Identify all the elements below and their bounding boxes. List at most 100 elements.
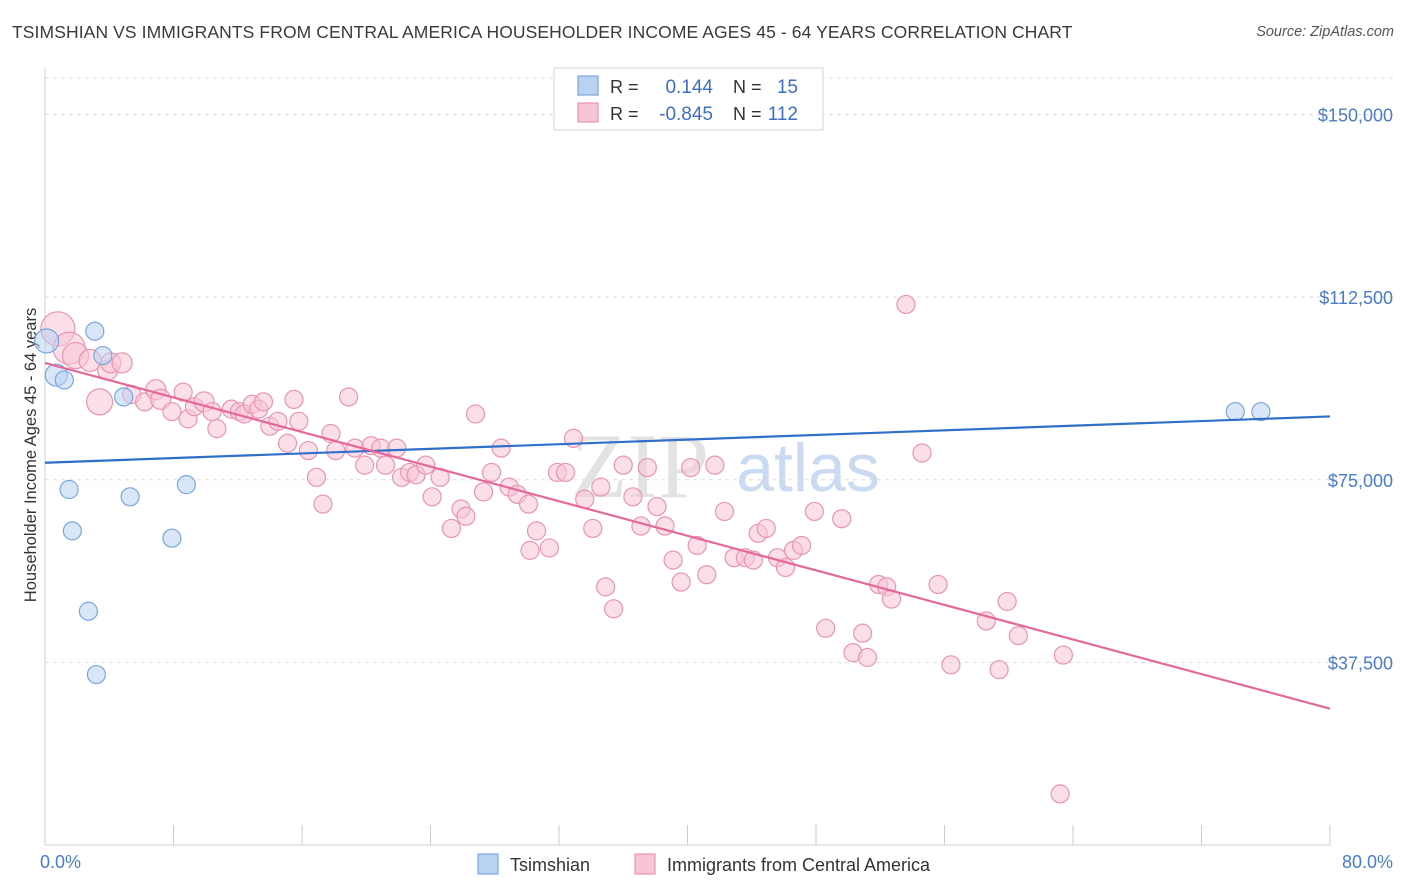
immigrants-point-69: [613, 455, 633, 475]
chart-title: TSIMSHIAN VS IMMIGRANTS FROM CENTRAL AME…: [12, 22, 1073, 42]
immigrants-point-77: [681, 457, 701, 478]
legend-r-value-1: 0.144: [665, 77, 713, 98]
tsimshian-point-3: [85, 321, 105, 341]
immigrants-point-59: [520, 540, 540, 560]
immigrants-point-30: [298, 440, 319, 461]
legend-n-label-2: N =: [733, 104, 762, 124]
x-tick-label-min: 0.0%: [40, 852, 81, 872]
tsimshian-point-13: [1225, 401, 1245, 422]
immigrants-point-109: [1050, 784, 1070, 804]
tsimshian-point-4: [93, 345, 113, 366]
immigrants-point-12: [162, 401, 182, 422]
immigrants-point-60: [539, 538, 559, 558]
bottom-legend-label-tsimshian: Tsimshian: [510, 855, 590, 875]
bottom-legend-swatch-tsimshian: [477, 853, 499, 875]
immigrants-point-102: [928, 574, 948, 595]
tsimshian-trend-line: [44, 415, 1331, 464]
immigrants-point-72: [637, 457, 657, 478]
bottom-legend-swatch-immigrants: [634, 853, 656, 875]
legend-n-value-1: 15: [777, 77, 798, 98]
tsimshian-point-2: [54, 370, 74, 390]
tsimshian-point-8: [176, 475, 196, 495]
immigrants-point-35: [338, 387, 359, 407]
y-axis-title: Householder Income Ages 45 - 64 years: [22, 308, 40, 602]
tsimshian-point-5: [114, 387, 134, 407]
immigrants-point-101: [912, 443, 932, 463]
tsimshian-point-7: [120, 487, 140, 507]
legend-n-value-2: 112: [768, 104, 798, 125]
immigrants-point-105: [989, 660, 1009, 680]
y-tick-label-37500: $37,500: [1328, 653, 1393, 673]
immigrants-point-24: [253, 392, 274, 412]
y-tick-label-75000: $75,000: [1328, 471, 1393, 491]
y-axis-tick-labels: $37,500 $75,000 $112,500 $150,000: [1318, 106, 1393, 674]
immigrants-point-95: [852, 623, 873, 643]
immigrants-point-31: [306, 467, 327, 487]
immigrants-point-29: [289, 411, 309, 431]
series-legend: Tsimshian Immigrants from Central Americ…: [477, 853, 931, 875]
immigrants-point-66: [591, 477, 611, 497]
immigrants-point-67: [595, 577, 616, 597]
immigrants-point-73: [647, 496, 667, 517]
stats-legend-box: [553, 67, 824, 131]
immigrants-point-37: [355, 455, 375, 475]
immigrants-point-68: [604, 599, 624, 619]
immigrants-point-41: [387, 438, 407, 458]
immigrants-point-103: [941, 655, 961, 675]
immigrants-point-6: [111, 352, 133, 374]
tsimshian-point-6: [59, 479, 79, 500]
immigrants-point-96: [857, 647, 878, 668]
immigrants-point-28: [284, 389, 304, 410]
immigrants-point-65: [583, 518, 603, 539]
immigrants-point-27: [277, 433, 298, 453]
immigrants-point-58: [526, 521, 547, 541]
legend-r-label-2: R =: [610, 104, 639, 124]
immigrants-point-78: [687, 535, 707, 556]
immigrants-point-54: [491, 438, 511, 458]
immigrants-point-7: [86, 388, 114, 416]
immigrants-point-18: [207, 419, 227, 439]
immigrants-point-40: [375, 455, 396, 475]
immigrants-point-46: [422, 487, 442, 507]
x-tick-label-max: 80.0%: [1342, 852, 1393, 872]
legend-swatch-immigrants: [577, 102, 599, 123]
immigrants-point-57: [518, 494, 539, 514]
stats-legend: R = 0.144 N = 15 R = -0.845 N = 112: [553, 67, 824, 131]
immigrants-point-52: [473, 482, 494, 502]
x-axis-ticks: [44, 825, 1331, 845]
immigrants-point-100: [896, 294, 916, 315]
immigrants-point-62: [555, 462, 576, 483]
immigrants-point-48: [441, 518, 461, 539]
immigrants-point-86: [756, 518, 776, 539]
immigrants-point-106: [997, 591, 1017, 612]
legend-n-label-1: N =: [733, 77, 762, 97]
y-tick-label-150000: $150,000: [1318, 106, 1393, 126]
immigrants-point-79: [697, 565, 717, 585]
legend-r-label-1: R =: [610, 77, 639, 97]
tsimshian-point-10: [162, 528, 182, 548]
immigrants-point-80: [705, 455, 725, 475]
tsimshian-point-0: [34, 328, 60, 354]
immigrants-point-34: [326, 440, 346, 461]
immigrants-point-81: [714, 501, 735, 522]
immigrants-trend-line: [44, 361, 1331, 710]
y-tick-label-112500: $112,500: [1319, 288, 1393, 308]
immigrants-point-108: [1053, 645, 1073, 665]
immigrants-point-70: [623, 487, 643, 507]
immigrants-point-92: [816, 618, 836, 638]
tsimshian-point-11: [78, 601, 98, 621]
immigrants-point-107: [1008, 625, 1028, 646]
immigrants-point-53: [481, 462, 502, 483]
tsimshian-point-14: [1251, 401, 1271, 422]
bottom-legend-label-immigrants: Immigrants from Central America: [667, 855, 931, 875]
immigrants-point-51: [465, 404, 486, 424]
immigrants-point-93: [832, 509, 852, 529]
legend-swatch-tsimshian: [577, 75, 599, 96]
series-immigrants-central-america-points: [40, 294, 1073, 804]
immigrants-point-50: [456, 506, 476, 526]
tsimshian-point-12: [86, 664, 107, 685]
series-tsimshian-points: [34, 321, 1271, 685]
legend-r-value-2: -0.845: [659, 104, 713, 125]
source-note: Source: ZipAtlas.com: [1256, 24, 1394, 40]
